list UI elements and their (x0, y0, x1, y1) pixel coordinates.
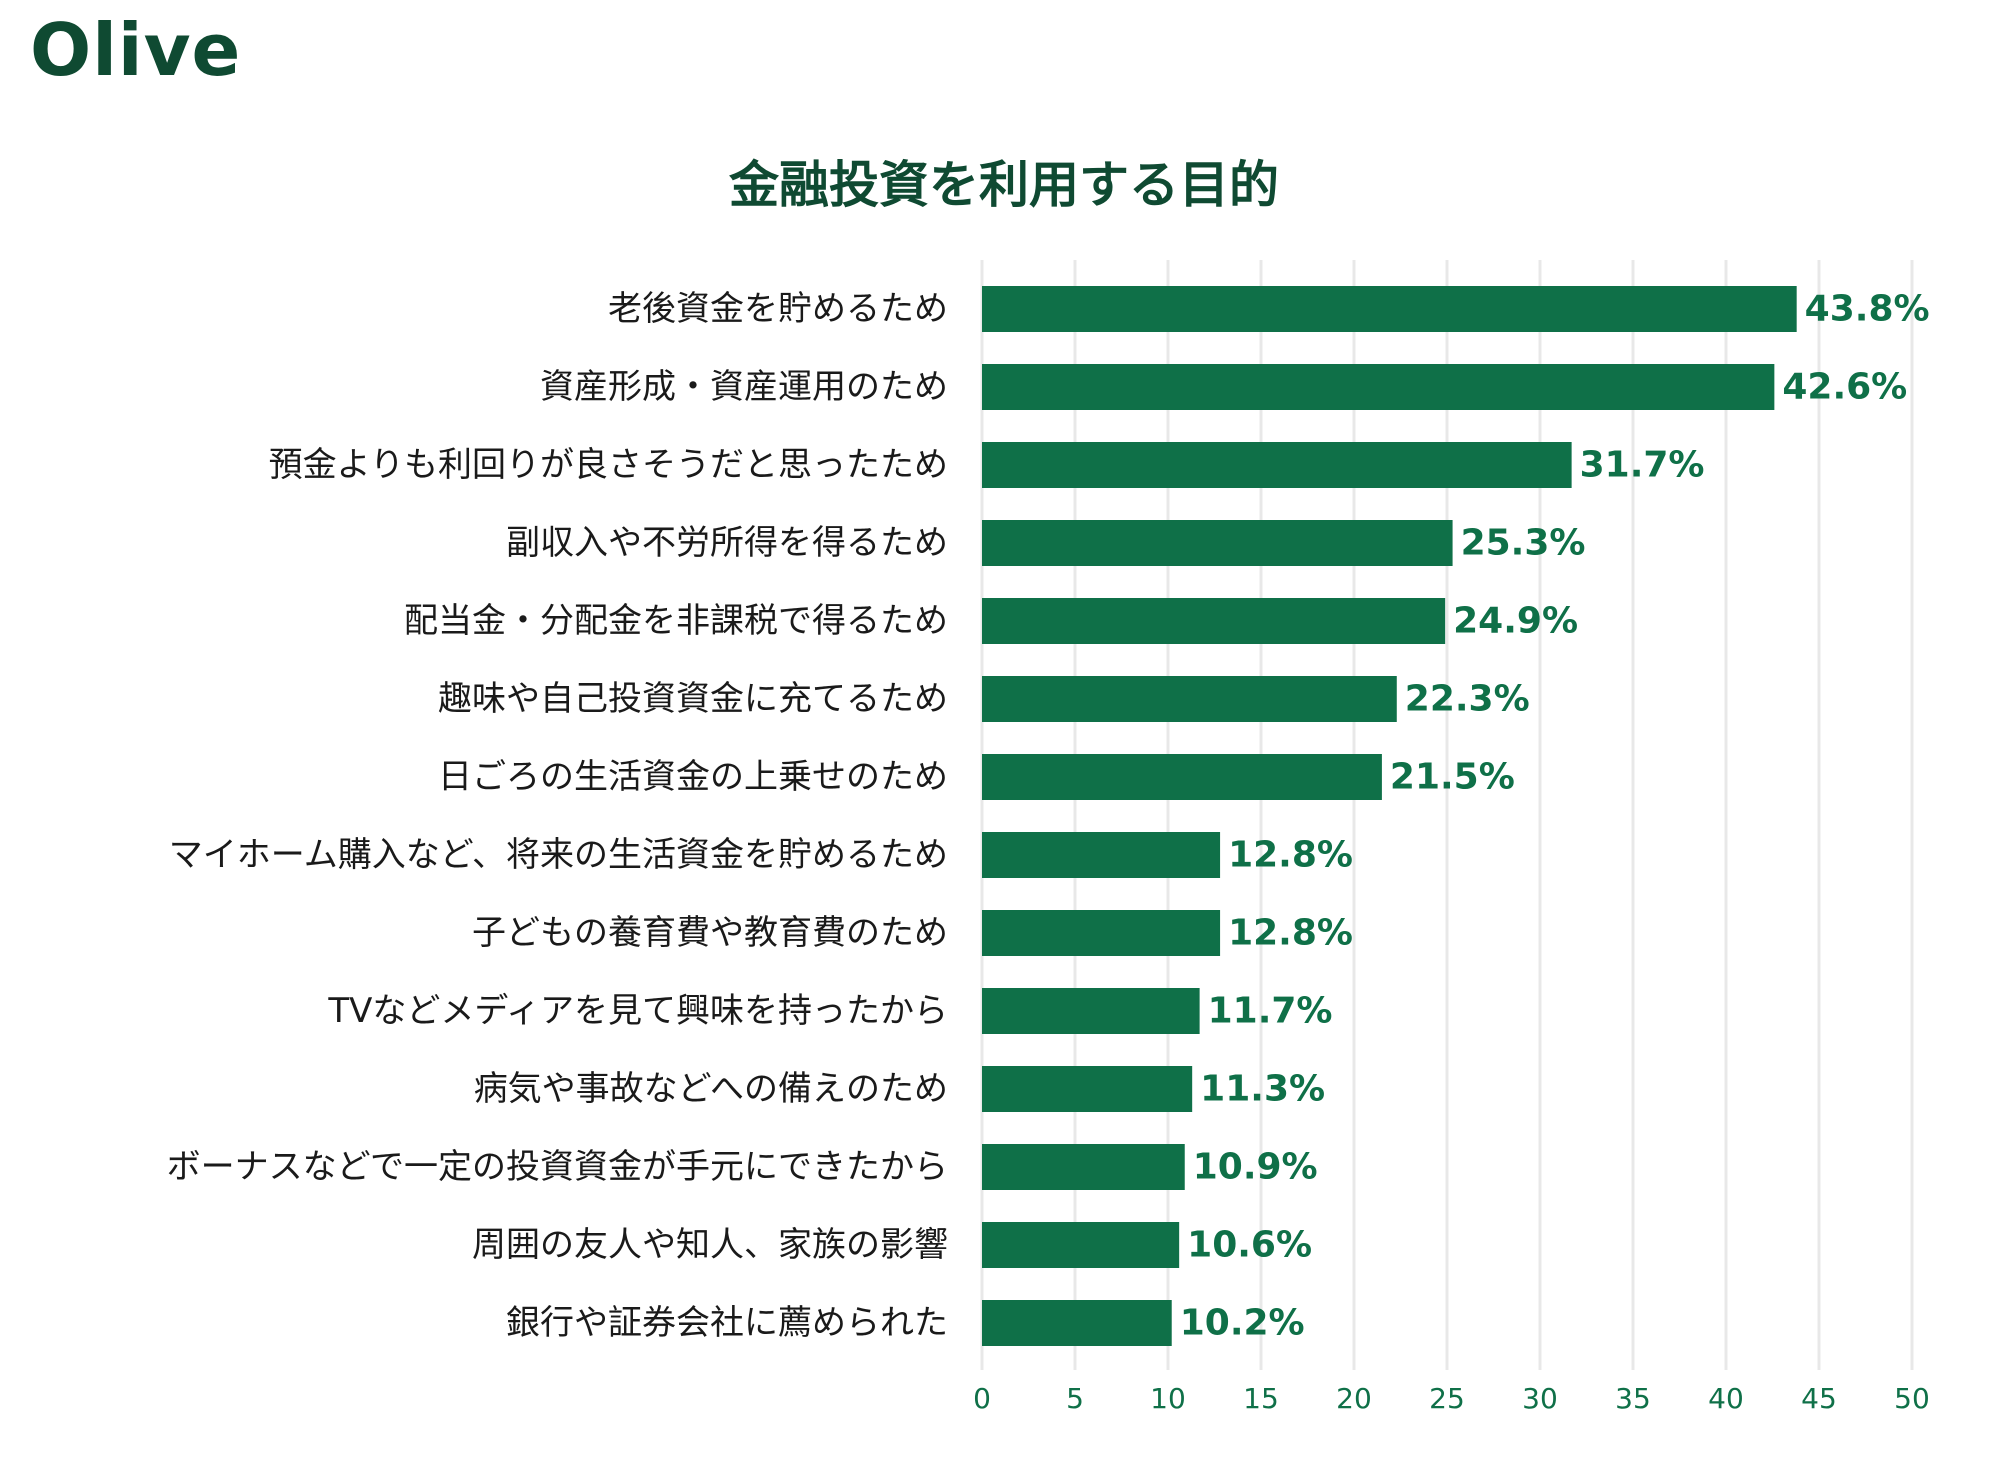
category-label: 病気や事故などへの備えのため (474, 1069, 948, 1109)
x-axis-ticks: 0 5 10 15 20 25 30 35 40 45 50 (973, 1382, 1930, 1415)
value-label: 31.7% (1580, 445, 1705, 486)
bar (982, 910, 1221, 956)
x-tick-label: 10 (1150, 1382, 1186, 1415)
x-tick-label: 20 (1336, 1382, 1372, 1415)
bar (982, 286, 1797, 332)
x-tick-label: 0 (973, 1382, 991, 1415)
category-label: 預金よりも利回りが良さそうだと思ったため (269, 445, 948, 485)
category-label: 配当金・分配金を非課税で得るため (404, 601, 948, 641)
x-tick-label: 40 (1708, 1382, 1744, 1415)
x-tick-label: 45 (1801, 1382, 1837, 1415)
bar (982, 1222, 1180, 1268)
grid-lines (980, 260, 1914, 1370)
x-tick-label: 25 (1429, 1382, 1465, 1415)
bar (982, 1066, 1193, 1112)
bar (982, 364, 1775, 410)
bar (982, 988, 1200, 1034)
bar (982, 754, 1382, 800)
value-label: 42.6% (1782, 367, 1907, 408)
bar (982, 1144, 1185, 1190)
category-label: 銀行や証券会社に薦められた (506, 1303, 948, 1343)
category-label: 副収入や不労所得を得るため (506, 523, 948, 563)
value-label: 10.2% (1180, 1303, 1305, 1344)
value-label: 12.8% (1228, 835, 1353, 876)
olive-logo: Olive (30, 8, 242, 92)
bar (982, 1300, 1172, 1346)
value-labels: 43.8% 42.6% 31.7% 25.3% 24.9% 22.3% 21.5% 12.8%… (1180, 289, 1930, 1344)
x-tick-label: 35 (1615, 1382, 1651, 1415)
value-label: 43.8% (1805, 289, 1930, 330)
x-tick-label: 5 (1066, 1382, 1084, 1415)
category-label: 日ごろの生活資金の上乗せのため (438, 757, 948, 797)
value-label: 12.8% (1228, 913, 1353, 954)
value-label: 25.3% (1461, 523, 1586, 564)
bar (982, 442, 1572, 488)
bar (982, 598, 1446, 644)
chart-title: 金融投資を利用する目的 (729, 156, 1279, 214)
category-label: 老後資金を貯めるため (608, 289, 948, 329)
value-label: 11.3% (1200, 1069, 1325, 1110)
value-label: 10.9% (1193, 1147, 1318, 1188)
category-label: 子どもの養育費や教育費のため (472, 913, 948, 953)
value-label: 22.3% (1405, 679, 1530, 720)
value-label: 21.5% (1390, 757, 1515, 798)
value-label: 10.6% (1187, 1225, 1312, 1266)
bar (982, 520, 1453, 566)
x-tick-label: 30 (1522, 1382, 1558, 1415)
bar (982, 832, 1221, 878)
category-label: ボーナスなどで一定の投資資金が手元にできたから (167, 1147, 948, 1187)
category-label: 周囲の友人や知人、家族の影響 (472, 1225, 948, 1265)
x-tick-label: 15 (1243, 1382, 1279, 1415)
category-label: マイホーム購入など、将来の生活資金を貯めるため (169, 835, 948, 875)
bar (982, 676, 1397, 722)
category-labels: 老後資金を貯めるため資産形成・資産運用のため預金よりも利回りが良さそうだと思った… (167, 289, 948, 1343)
category-label: 資産形成・資産運用のため (540, 367, 948, 407)
value-label: 24.9% (1453, 601, 1578, 642)
value-label: 11.7% (1208, 991, 1333, 1032)
category-label: TVなどメディアを見て興味を持ったから (327, 991, 948, 1031)
bars (982, 286, 1797, 1346)
x-tick-label: 50 (1894, 1382, 1930, 1415)
category-label: 趣味や自己投資資金に充てるため (438, 679, 948, 719)
